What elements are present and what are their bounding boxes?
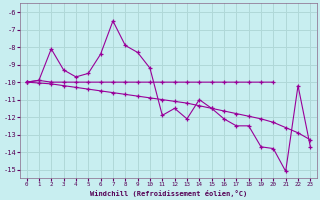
- X-axis label: Windchill (Refroidissement éolien,°C): Windchill (Refroidissement éolien,°C): [90, 190, 247, 197]
